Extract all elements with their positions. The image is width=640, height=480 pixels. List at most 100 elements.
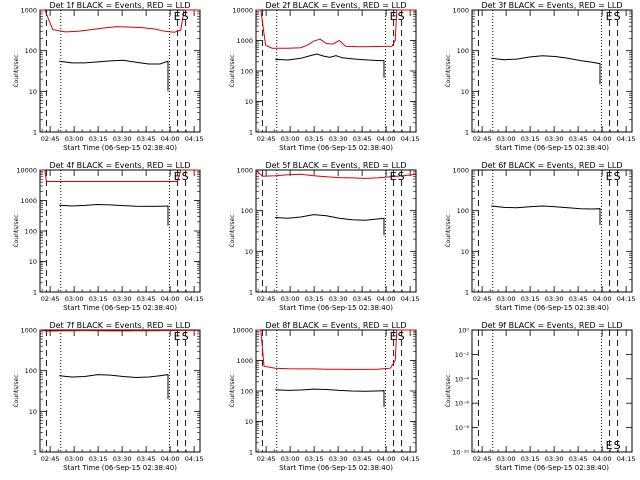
marker-label-e: E — [390, 170, 397, 183]
marker-label-s: S — [182, 330, 189, 343]
x-tick-label: 04:15 — [617, 135, 636, 143]
x-tick-label: 04:00 — [161, 455, 180, 463]
x-axis-label: Start Time (06-Sep-15 02:38:40) — [279, 464, 393, 472]
x-tick-label: 03:30 — [329, 455, 348, 463]
chart-title: Det 2f BLACK = Events, RED = LLD — [265, 1, 406, 10]
y-tick-label: 10000 — [232, 327, 253, 335]
chart-panel-det-4: Det 4f BLACK = Events, RED = LLD 1 10 100 10… — [13, 161, 203, 312]
y-axis-label: Counts/sec — [13, 374, 20, 407]
y-tick-label: 1 — [249, 129, 253, 137]
series-line-black — [59, 203, 169, 226]
x-tick-label: 03:45 — [569, 135, 588, 143]
marker-label-e: E — [174, 330, 181, 343]
x-axis-label: Start Time (06-Sep-15 02:38:40) — [63, 464, 177, 472]
x-tick-label: 03:00 — [65, 455, 84, 463]
x-tick-label: 03:45 — [353, 455, 372, 463]
x-tick-label: 02:45 — [41, 295, 60, 303]
y-axis-label: Counts/sec — [445, 374, 452, 407]
y-tick-label: 1000 — [236, 167, 253, 175]
x-tick-label: 02:45 — [41, 135, 60, 143]
chart-title: Det 3f BLACK = Events, RED = LLD — [481, 1, 622, 10]
series-line-red — [39, 329, 200, 332]
plot-frame — [255, 169, 417, 293]
x-tick-label: 02:45 — [257, 295, 276, 303]
y-axis-label: Counts/sec — [445, 54, 452, 87]
x-axis-label: Start Time (06-Sep-15 02:38:40) — [63, 144, 177, 152]
y-tick-label: 10⁻⁸ — [455, 424, 470, 432]
x-tick-label: 03:00 — [65, 135, 84, 143]
x-tick-label: 03:00 — [65, 295, 84, 303]
series-line-black — [59, 374, 169, 400]
x-tick-label: 03:30 — [113, 135, 132, 143]
x-tick-label: 03:45 — [353, 135, 372, 143]
series-line-black — [275, 53, 385, 78]
x-tick-label: 04:15 — [617, 295, 636, 303]
x-tick-label: 03:15 — [89, 455, 108, 463]
y-tick-label: 1 — [33, 449, 37, 457]
x-tick-label: 03:00 — [497, 295, 516, 303]
chart-panel-det-8: Det 8f BLACK = Events, RED = LLD 1 10 100 10… — [229, 321, 419, 472]
x-tick-label: 03:45 — [137, 455, 156, 463]
x-tick-label: 03:30 — [113, 295, 132, 303]
x-tick-label: 03:15 — [89, 135, 108, 143]
marker-label-s: S — [398, 10, 405, 23]
x-tick-label: 03:00 — [497, 135, 516, 143]
marker-label-e: E — [390, 10, 397, 23]
x-axis-label: Start Time (06-Sep-15 02:38:40) — [495, 144, 609, 152]
x-tick-label: 03:30 — [545, 295, 564, 303]
x-tick-label: 04:15 — [185, 455, 204, 463]
chart-title: Det 6f BLACK = Events, RED = LLD — [481, 161, 622, 170]
x-axis-label: Start Time (06-Sep-15 02:38:40) — [279, 304, 393, 312]
marker-label-s: S — [182, 10, 189, 23]
x-tick-label: 04:00 — [377, 135, 396, 143]
x-tick-label: 04:15 — [185, 295, 204, 303]
x-tick-label: 03:30 — [329, 295, 348, 303]
y-tick-label: 100 — [457, 207, 469, 215]
chart-panel-det-3: Det 3f BLACK = Events, RED = LLD 1 10 100 10… — [445, 1, 635, 152]
marker-label-s: S — [182, 170, 189, 183]
marker-label-e: E — [606, 10, 613, 23]
x-tick-label: 03:45 — [353, 295, 372, 303]
chart-title: Det 4f BLACK = Events, RED = LLD — [49, 161, 190, 170]
marker-label-s: S — [398, 330, 405, 343]
plot-frame — [471, 329, 633, 453]
x-tick-label: 03:45 — [137, 295, 156, 303]
y-axis-label: Counts/sec — [13, 214, 20, 247]
y-tick-label: 10 — [245, 248, 253, 256]
x-tick-label: 03:15 — [521, 295, 540, 303]
y-tick-label: 1 — [33, 289, 37, 297]
y-tick-label: 1000 — [452, 7, 469, 15]
series-line-red — [256, 9, 416, 49]
plot-frame — [39, 9, 201, 133]
x-tick-label: 03:45 — [569, 295, 588, 303]
series-line-black — [275, 388, 385, 407]
chart-title: Det 5f BLACK = Events, RED = LLD — [265, 161, 406, 170]
y-axis-label: Counts/sec — [445, 214, 452, 247]
series-line-black — [491, 55, 601, 85]
series-line-black — [59, 59, 169, 92]
y-tick-label: 1 — [465, 289, 469, 297]
chart-title: Det 7f BLACK = Events, RED = LLD — [49, 321, 190, 330]
series-line-black — [275, 214, 385, 236]
x-tick-label: 04:00 — [377, 455, 396, 463]
x-tick-label: 03:00 — [281, 135, 300, 143]
y-tick-label: 1000 — [20, 197, 37, 205]
x-tick-label: 02:45 — [473, 455, 492, 463]
y-tick-label: 1000 — [452, 167, 469, 175]
x-tick-label: 02:45 — [41, 455, 60, 463]
y-tick-label: 100 — [457, 47, 469, 55]
x-tick-label: 03:00 — [281, 295, 300, 303]
x-axis-label: Start Time (06-Sep-15 02:38:40) — [495, 304, 609, 312]
y-tick-label: 100 — [25, 228, 37, 236]
y-tick-label: 100 — [241, 207, 253, 215]
x-axis-label: Start Time (06-Sep-15 02:38:40) — [63, 304, 177, 312]
x-axis-label: Start Time (06-Sep-15 02:38:40) — [495, 464, 609, 472]
chart-title: Det 1f BLACK = Events, RED = LLD — [49, 1, 190, 10]
series-line-red — [256, 329, 416, 370]
y-axis-label: Counts/sec — [229, 374, 236, 407]
y-tick-label: 10⁻⁶ — [455, 400, 470, 408]
x-tick-label: 03:45 — [137, 135, 156, 143]
series-line-black — [491, 205, 601, 225]
x-tick-label: 03:15 — [305, 135, 324, 143]
y-tick-label: 10⁻¹⁰ — [452, 449, 469, 457]
